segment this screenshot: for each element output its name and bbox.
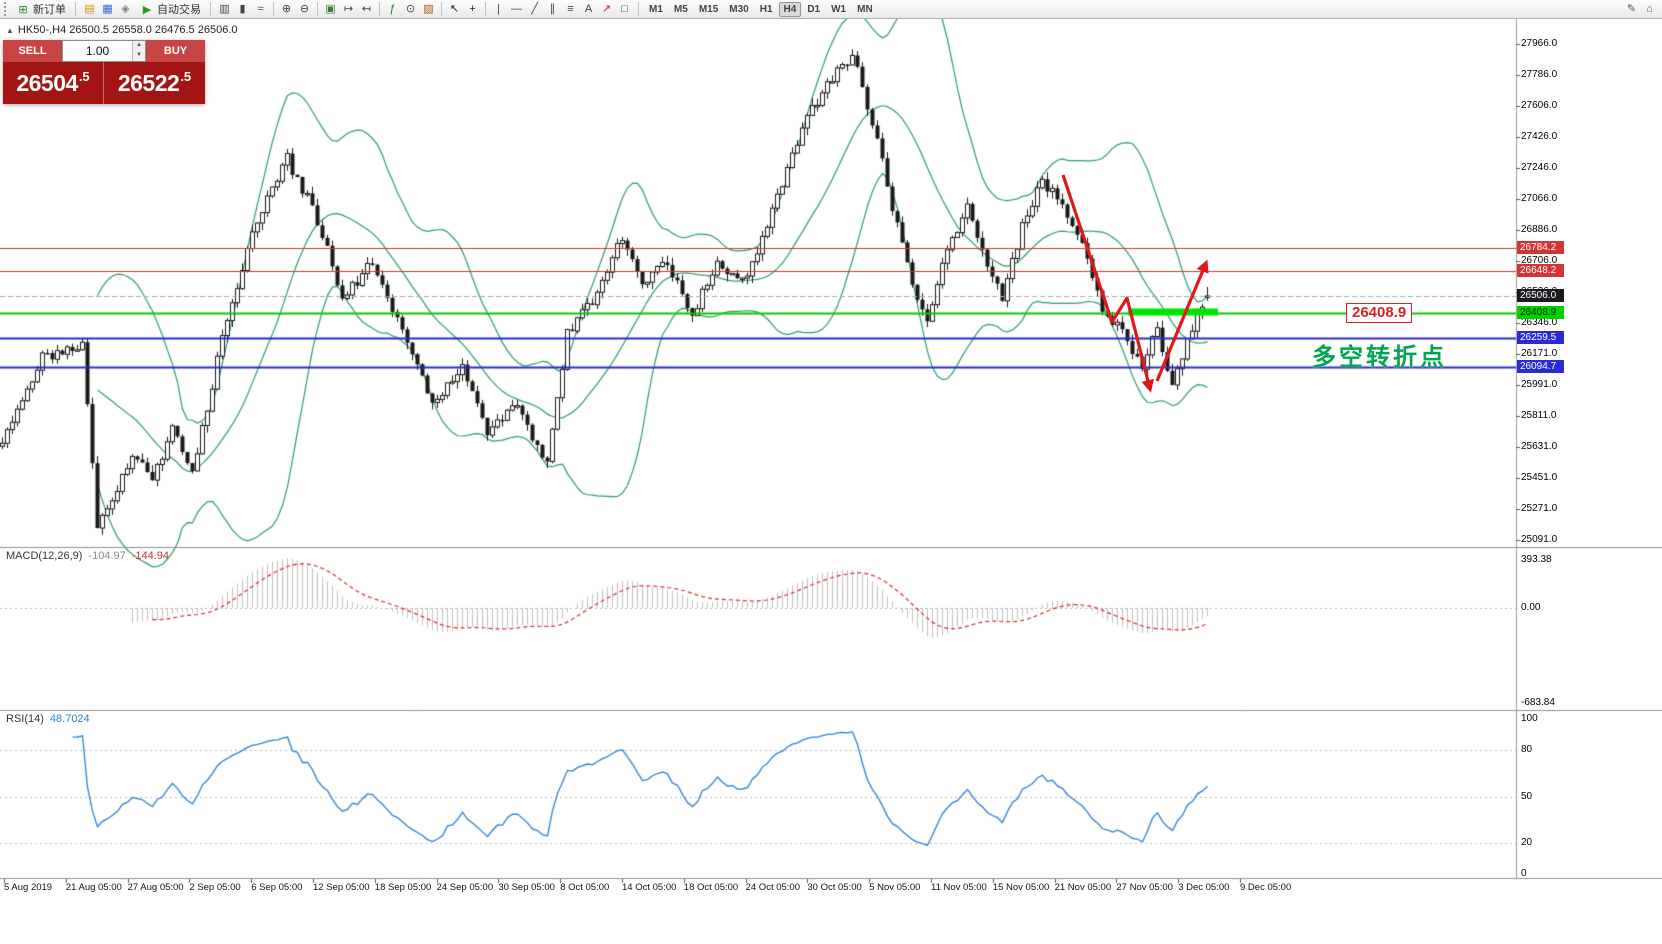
volume-stepper: ▲ ▼ [132,41,145,61]
trendline-icon[interactable]: ╱ [531,3,538,15]
macd-pane-title: MACD(12,26,9) -104.97 -144.94 [6,550,169,562]
timeframe-m30[interactable]: M30 [729,3,749,15]
candlestick-chart-icon[interactable]: ▮ [239,3,246,15]
macd-title-text: MACD(12,26,9) [6,550,83,562]
market-watch-icon[interactable]: ▤ [84,3,95,15]
quick-panels-group: ▤ ▦ ◈ [81,1,134,17]
channel-icon[interactable]: ∥ [549,3,556,15]
top-toolbar: ⊞ 新订单 ▤ ▦ ◈ ▶ 自动交易 ▥ ▮ ≈ ⊕ ⊖ ▣ ↦ ↤ ƒ ⊙ ▨ ↖ + | — ╱ ∥ ≡ A ↗ □ M… [0,0,1662,19]
timeframe-m5[interactable]: M5 [673,3,688,15]
timeframe-m15[interactable]: M15 [698,3,719,15]
volume-up-icon[interactable]: ▲ [133,41,145,51]
chart-shift-icon[interactable]: ↤ [361,3,372,15]
volume-value[interactable]: 1.00 [85,44,110,58]
macd-main-value: -104.97 [88,550,126,562]
sell-button[interactable]: SELL [3,40,62,62]
rsi-title-text: RSI(14) [6,713,44,725]
buy-price-pip: .5 [180,69,192,84]
toolbar-separator [317,2,318,16]
tile-windows-icon[interactable]: ▣ [325,3,336,15]
chat-icon[interactable]: ✎ [1626,3,1637,15]
home-icon[interactable]: ⌂ [1646,3,1653,15]
new-order-button[interactable]: ⊞ 新订单 [12,1,70,18]
toolbar-separator [75,2,76,16]
sell-price-main: 26504 [16,69,78,96]
autotrade-icon: ▶ [142,3,152,16]
timeframe-h4[interactable]: H4 [778,1,802,17]
auto-scroll-icon[interactable]: ↦ [343,3,354,15]
cursor-icon[interactable]: ↖ [449,3,460,15]
toolbar-separator [210,2,211,16]
navigator-icon[interactable]: ◈ [121,3,130,15]
shapes-icon[interactable]: □ [621,3,628,15]
sell-price[interactable]: 26504 .5 [3,62,104,104]
timeframe-h1[interactable]: H1 [759,3,773,15]
timeframe-mn[interactable]: MN [857,3,873,15]
horizontal-line-icon[interactable]: — [511,3,522,15]
chart-tools-group: ▥ ▮ ≈ ⊕ ⊖ ▣ ↦ ↤ ƒ ⊙ ▨ ↖ + | — ╱ ∥ ≡ A ↗ □ [216,1,633,17]
autotrade-button[interactable]: ▶ 自动交易 [136,1,205,18]
turning-point-text: 多空转折点 [1312,344,1447,371]
data-window-icon[interactable]: ▦ [102,3,113,15]
periods-icon[interactable]: ⊙ [405,3,416,15]
pivot-price-label: 26408.9 [1346,303,1413,323]
toolbar-separator [379,2,380,16]
toolbar-separator [485,2,486,16]
price-chart-canvas[interactable] [0,19,1662,944]
one-click-trade-panel: SELL 1.00 ▲ ▼ BUY 26504 .5 26522 .5 [3,40,205,104]
toolbar-separator [441,2,442,16]
sell-price-pip: .5 [78,69,90,84]
volume-down-icon[interactable]: ▼ [133,51,145,61]
symbol-ohlc-text: HK50-,H4 26500.5 26558.0 26476.5 26506.0 [17,24,238,36]
toolbar-separator [638,2,639,16]
macd-signal-value: -144.94 [131,550,170,562]
line-chart-icon[interactable]: ≈ [257,3,264,15]
new-order-label: 新订单 [33,4,66,16]
arrows-tool-icon[interactable]: ↗ [601,3,612,15]
buy-button[interactable]: BUY [146,40,205,62]
crosshair-icon[interactable]: + [469,3,476,15]
timeframe-w1[interactable]: W1 [831,3,847,15]
toolbar-right-group: ✎ ⌂ [1623,1,1658,17]
text-label-icon[interactable]: A [584,3,593,15]
new-order-icon: ⊞ [18,3,28,16]
timeframe-m1[interactable]: M1 [649,3,663,15]
timeframe-d1[interactable]: D1 [807,3,821,15]
symbol-ohlc-header: ▲ HK50-,H4 26500.5 26558.0 26476.5 26506… [6,24,238,36]
vertical-line-icon[interactable]: | [497,3,500,15]
timeframe-toolbar: M1 M5 M15 M30 H1 H4 D1 W1 MN [644,1,878,17]
bar-chart-icon[interactable]: ▥ [219,3,230,15]
rsi-pane-title: RSI(14) 48.7024 [6,713,90,725]
buy-price[interactable]: 26522 .5 [104,62,205,104]
rsi-value: 48.7024 [49,713,90,725]
one-click-toggle-icon[interactable]: ▲ [6,25,14,35]
volume-input[interactable]: 1.00 ▲ ▼ [62,40,146,62]
autotrade-label: 自动交易 [157,4,201,16]
buy-price-main: 26522 [117,69,180,96]
fibonacci-icon[interactable]: ≡ [567,3,574,15]
toolbar-separator [273,2,274,16]
zoom-in-icon[interactable]: ⊕ [281,3,292,15]
zoom-out-icon[interactable]: ⊖ [299,3,310,15]
toolbar-grip [4,2,8,16]
templates-icon[interactable]: ▨ [423,3,434,15]
indicators-icon[interactable]: ƒ [389,3,396,15]
